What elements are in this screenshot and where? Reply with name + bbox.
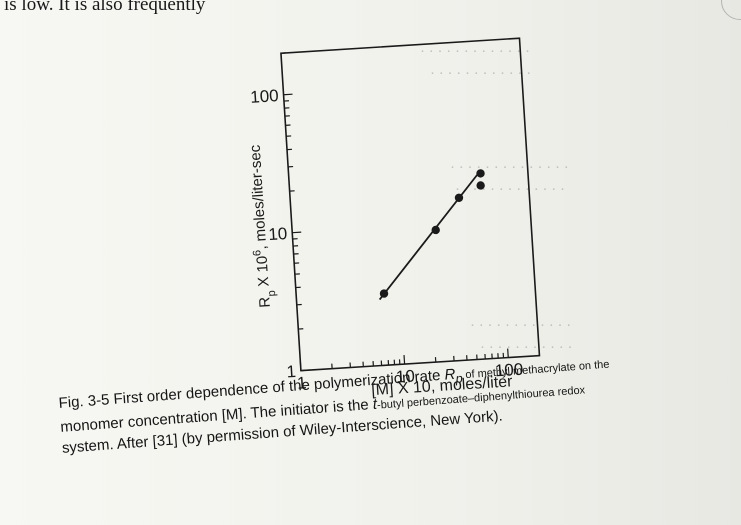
y-major-tick [283,93,293,96]
caption-line-1-part-b: of methyl methacrylate on the [461,358,610,382]
y-axis-label-part: X 10 [254,255,273,291]
x-major-tick [507,348,509,358]
y-major-tick [300,369,310,372]
x-major-tick [403,355,406,365]
x-tick-label: 100 [494,360,524,381]
y-tick-label: 10 [268,224,288,244]
fit-line [378,170,482,301]
y-tick-label: 100 [250,86,280,107]
x-tick-label: 10 [395,366,415,386]
y-axis-ticks: 1 10 100 [250,52,310,382]
data-point [431,225,440,235]
x-tick-label: 1 [296,373,307,393]
caption-symbol-r: R [443,365,456,384]
y-axis-label-part: R [256,296,274,308]
y-axis-label-part: 6 [251,250,263,257]
data-point [476,169,485,178]
plot-frame [280,37,541,372]
data-point [454,193,464,202]
data-point [476,181,485,190]
data-points [379,169,485,298]
body-text-top-line: is low. It is also frequently [4,0,206,15]
y-tick-label: 1 [286,362,297,382]
x-axis-ticks: 1 10 100 [296,348,541,393]
y-axis-label: Rp X 106, moles/liter-sec [245,144,279,309]
data-point [379,289,389,298]
x-major-tick [299,361,302,371]
y-major-tick [292,231,302,234]
y-axis-label-part: , moles/liter-sec [247,144,271,250]
y-axis-label-part: p [266,290,278,297]
